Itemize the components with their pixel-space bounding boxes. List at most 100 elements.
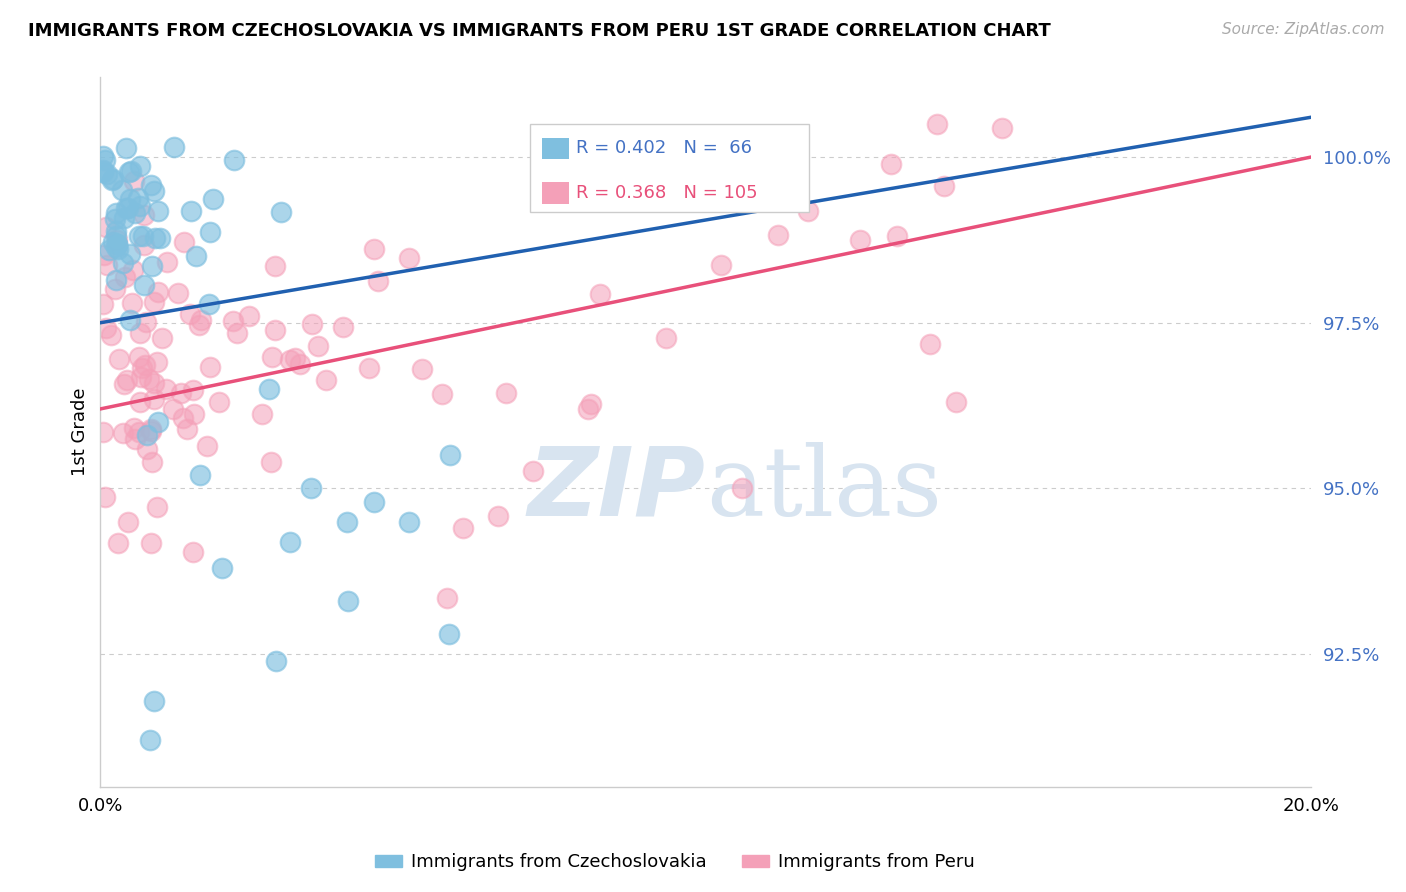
Point [94, 220, 117, 235]
Point [495, 386, 517, 401]
Point [134, 238, 156, 252]
Point [357, 361, 380, 376]
Point [101, 171, 124, 186]
Point [149, 231, 172, 245]
Point [122, 174, 145, 188]
Point [105, 236, 128, 251]
Point [927, 117, 949, 131]
Point [129, 370, 152, 384]
Point [143, 184, 166, 198]
Point [117, 201, 139, 215]
Point [264, 323, 287, 337]
Point [162, 401, 184, 416]
Point [94, 153, 117, 167]
Point [141, 259, 163, 273]
Point [173, 235, 195, 250]
Point [156, 254, 179, 268]
Point [522, 464, 544, 478]
Point [117, 515, 139, 529]
Point [96, 258, 118, 272]
Point [222, 153, 245, 168]
Point [208, 395, 231, 409]
Point [190, 312, 212, 326]
Point [398, 515, 420, 529]
Point [100, 173, 122, 187]
Point [180, 203, 202, 218]
Point [118, 193, 141, 207]
Point [93, 425, 115, 440]
Point [104, 211, 127, 226]
Point [112, 211, 135, 226]
Point [991, 120, 1014, 135]
Point [127, 191, 149, 205]
Text: atlas: atlas [706, 442, 942, 536]
Point [299, 482, 322, 496]
Point [398, 251, 420, 265]
Point [250, 407, 273, 421]
Point [146, 285, 169, 299]
Point [155, 382, 177, 396]
Point [172, 411, 194, 425]
Point [184, 249, 207, 263]
Point [278, 353, 301, 368]
Point [143, 693, 166, 707]
Point [486, 509, 509, 524]
Point [145, 354, 167, 368]
Point [225, 326, 247, 340]
Point [880, 157, 903, 171]
Point [238, 310, 260, 324]
Point [131, 361, 153, 376]
Point [107, 243, 129, 257]
Point [146, 500, 169, 515]
Point [188, 468, 211, 483]
Point [367, 274, 389, 288]
Point [179, 307, 201, 321]
FancyBboxPatch shape [543, 137, 569, 159]
Point [121, 296, 143, 310]
Point [93, 165, 115, 179]
Point [332, 319, 354, 334]
Point [731, 482, 754, 496]
Point [122, 263, 145, 277]
Point [143, 294, 166, 309]
Point [129, 159, 152, 173]
Point [301, 317, 323, 331]
Point [128, 350, 150, 364]
Point [129, 326, 152, 340]
Point [132, 208, 155, 222]
Point [436, 591, 458, 606]
Text: ZIP: ZIP [527, 442, 706, 535]
Point [139, 422, 162, 436]
Point [187, 318, 209, 332]
Point [105, 224, 128, 238]
Point [363, 242, 385, 256]
Point [108, 351, 131, 366]
Point [105, 229, 128, 244]
Point [96, 167, 118, 181]
Text: R = 0.368   N = 105: R = 0.368 N = 105 [576, 184, 758, 202]
Y-axis label: 1st Grade: 1st Grade [72, 388, 89, 476]
Point [170, 385, 193, 400]
Point [181, 383, 204, 397]
Point [124, 433, 146, 447]
Point [430, 386, 453, 401]
Point [139, 424, 162, 438]
Text: IMMIGRANTS FROM CZECHOSLOVAKIA VS IMMIGRANTS FROM PERU 1ST GRADE CORRELATION CHA: IMMIGRANTS FROM CZECHOSLOVAKIA VS IMMIGR… [28, 22, 1050, 40]
Text: R = 0.402   N =  66: R = 0.402 N = 66 [576, 139, 752, 157]
Point [284, 351, 307, 366]
Point [128, 199, 150, 213]
Point [257, 382, 280, 396]
Point [163, 140, 186, 154]
Point [278, 534, 301, 549]
Point [270, 205, 292, 219]
Point [100, 328, 122, 343]
Point [451, 521, 474, 535]
Point [112, 426, 135, 441]
Point [132, 229, 155, 244]
Point [114, 201, 136, 215]
Point [589, 286, 612, 301]
Point [197, 297, 219, 311]
FancyBboxPatch shape [530, 124, 808, 212]
Point [150, 331, 173, 345]
Point [200, 359, 222, 374]
